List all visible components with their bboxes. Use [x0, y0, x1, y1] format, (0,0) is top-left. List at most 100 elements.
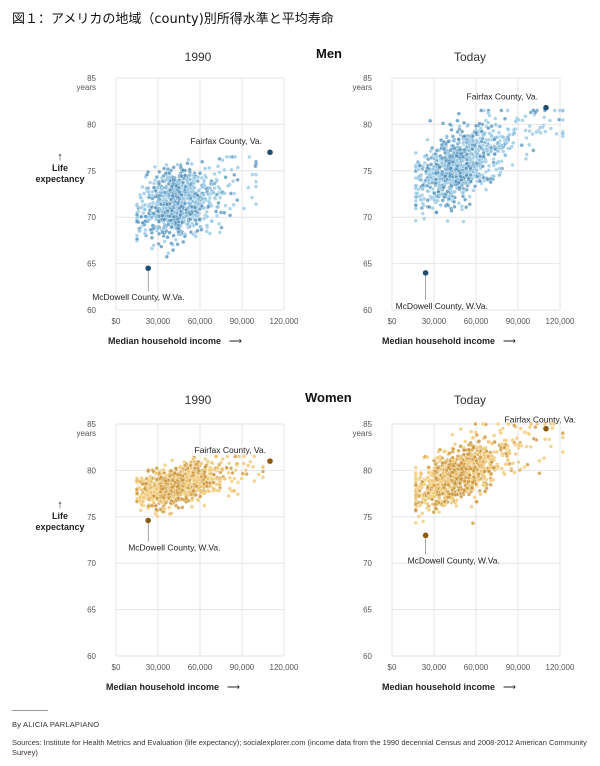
scatter-point [169, 224, 174, 229]
scatter-point [524, 444, 529, 449]
scatter-point [196, 188, 201, 193]
scatter-point [186, 201, 191, 206]
scatter-point [458, 476, 463, 481]
scatter-point [493, 122, 498, 127]
y-tick-label: 85 [87, 420, 96, 429]
scatter-point [162, 239, 167, 244]
y-tick-label: 75 [363, 167, 372, 176]
scatter-point [446, 139, 451, 144]
scatter-point [150, 200, 155, 205]
scatter-point [167, 188, 173, 193]
scatter-point [437, 510, 442, 515]
scatter-point [470, 521, 475, 526]
scatter-point [189, 161, 194, 166]
scatter-point [214, 204, 220, 209]
scatter-point [218, 195, 223, 200]
scatter-point [452, 442, 458, 447]
scatter-points [134, 454, 266, 519]
x-tick-label: 120,000 [546, 317, 575, 326]
scatter-point [501, 149, 506, 154]
scatter-point [430, 195, 435, 200]
y-tick-label: 75 [87, 167, 96, 176]
scatter-point [204, 223, 209, 228]
scatter-point [139, 476, 144, 481]
scatter-point [426, 181, 432, 186]
chart-panel-1: $0 30,000 60,000 90,000 120,000 60 65 70 75 80 85y… [352, 74, 575, 326]
scatter-point [491, 157, 496, 162]
scatter-point [492, 152, 497, 157]
y-tick-label: 65 [363, 260, 372, 269]
scatter-point [445, 202, 450, 207]
scatter-point [489, 460, 494, 465]
scatter-point [151, 211, 156, 216]
scatter-point [160, 230, 165, 235]
scatter-point [172, 471, 177, 476]
scatter-point [192, 478, 197, 483]
y-tick-label: 80 [363, 466, 372, 475]
scatter-point [425, 165, 430, 170]
scatter-point [538, 125, 543, 130]
scatter-point [185, 222, 190, 227]
scatter-point [413, 198, 418, 203]
scatter-point [202, 216, 207, 221]
scatter-point [253, 202, 259, 207]
panel-title-men-today: Today [453, 50, 487, 64]
scatter-point [175, 216, 180, 222]
highlight-label: McDowell County, W.Va. [396, 301, 488, 311]
scatter-point [184, 207, 189, 212]
scatter-point [469, 466, 474, 471]
scatter-point [431, 483, 437, 488]
x-tick-label: 120,000 [270, 663, 299, 672]
scatter-point [220, 456, 225, 462]
scatter-point [156, 181, 162, 186]
scatter-point [464, 173, 469, 178]
scatter-point [237, 454, 242, 459]
highlight-point [422, 532, 429, 539]
scatter-point [161, 225, 166, 230]
scatter-point [413, 520, 418, 525]
scatter-point [425, 137, 430, 142]
scatter-point [158, 489, 163, 494]
scatter-point [214, 209, 219, 214]
scatter-point [478, 126, 483, 131]
scatter-point [456, 180, 461, 185]
scatter-point [479, 139, 484, 144]
scatter-point [514, 436, 519, 441]
scatter-point [507, 146, 513, 151]
scatter-point [421, 519, 426, 524]
scatter-point [458, 481, 463, 486]
scatter-point [413, 470, 418, 475]
scatter-point [171, 233, 176, 238]
scatter-point [193, 234, 198, 239]
scatter-point [510, 437, 515, 443]
scatter-point [151, 500, 156, 505]
scatter-point [199, 227, 204, 232]
highlight-point [422, 270, 429, 276]
scatter-point [467, 202, 472, 207]
scatter-point [457, 124, 462, 129]
scatter-point [520, 118, 525, 123]
scatter-point [154, 470, 159, 476]
scatter-point [494, 167, 499, 172]
scatter-point [450, 470, 455, 475]
scatter-point [441, 485, 446, 490]
right-arrow-icon: ⟶ [227, 682, 240, 692]
scatter-point [426, 491, 431, 496]
scatter-point [143, 214, 148, 219]
scatter-point [440, 491, 445, 496]
scatter-point [150, 196, 155, 201]
scatter-point [437, 165, 442, 170]
scatter-point [165, 235, 170, 240]
scatter-point [443, 449, 448, 454]
scatter-point [209, 460, 214, 465]
scatter-point [425, 475, 430, 480]
scatter-point [419, 178, 424, 183]
scatter-point [484, 147, 489, 152]
scatter-point [162, 190, 168, 195]
scatter-point [134, 236, 140, 242]
scatter-point [152, 164, 157, 170]
scatter-point [491, 174, 496, 179]
scatter-point [435, 198, 440, 203]
scatter-point [487, 131, 492, 136]
scatter-point [224, 154, 229, 159]
